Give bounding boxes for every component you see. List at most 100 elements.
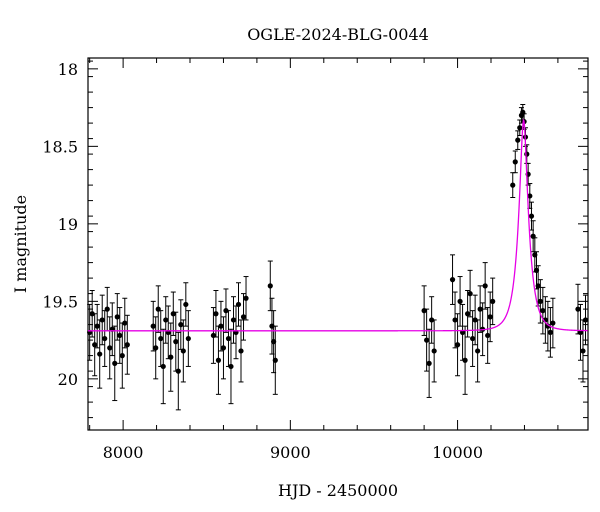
data-point xyxy=(213,290,219,338)
data-marker xyxy=(575,306,581,312)
data-marker xyxy=(235,301,242,308)
data-marker xyxy=(528,213,535,219)
data-point xyxy=(225,310,232,367)
data-point xyxy=(112,325,118,402)
data-marker xyxy=(153,345,159,351)
data-marker xyxy=(99,317,105,323)
data-marker xyxy=(527,193,533,199)
data-point xyxy=(537,279,543,324)
data-point xyxy=(228,328,234,405)
plot-frame xyxy=(87,57,589,431)
data-marker xyxy=(582,317,589,323)
data-point xyxy=(452,291,458,349)
data-marker xyxy=(512,159,518,165)
data-point xyxy=(527,183,533,209)
y-tick-label: 20 xyxy=(58,370,78,389)
x-tick-label: 10000 xyxy=(432,443,483,462)
data-marker xyxy=(223,308,229,314)
data-point xyxy=(472,294,478,346)
data-marker xyxy=(272,357,278,363)
data-marker xyxy=(431,348,437,354)
data-point xyxy=(218,300,224,352)
data-point xyxy=(467,269,473,318)
data-marker xyxy=(464,311,471,317)
data-point xyxy=(240,293,247,341)
data-marker xyxy=(220,345,227,351)
y-tick-label: 18.5 xyxy=(42,137,78,156)
data-marker xyxy=(470,335,476,342)
data-point xyxy=(215,325,222,395)
x-axis-label: HJD - 2450000 xyxy=(278,481,398,500)
data-point xyxy=(547,307,553,358)
data-point xyxy=(150,300,156,352)
data-marker xyxy=(112,360,118,366)
data-point xyxy=(114,293,120,341)
data-point xyxy=(530,220,536,253)
x-tick-label: 9000 xyxy=(270,443,311,462)
y-tick-label: 19 xyxy=(58,215,78,234)
data-point xyxy=(238,319,244,383)
data-marker xyxy=(102,335,108,342)
data-marker xyxy=(550,320,556,326)
data-point xyxy=(517,119,523,136)
data-point xyxy=(464,290,471,338)
data-point xyxy=(230,296,237,344)
data-marker xyxy=(482,283,488,289)
data-point xyxy=(449,254,456,305)
data-marker xyxy=(160,363,166,370)
data-point xyxy=(477,285,483,333)
data-point xyxy=(424,308,430,372)
data-point xyxy=(92,313,98,377)
data-marker xyxy=(477,306,483,312)
data-point xyxy=(490,277,496,326)
data-marker xyxy=(114,314,120,320)
data-point xyxy=(173,311,179,372)
data-marker xyxy=(178,322,184,328)
data-point xyxy=(540,286,546,335)
data-marker xyxy=(515,137,521,143)
data-marker xyxy=(228,363,234,370)
data-points xyxy=(87,104,589,411)
data-point xyxy=(107,316,113,380)
data-point xyxy=(426,328,432,398)
data-point xyxy=(160,328,166,405)
data-point xyxy=(582,294,589,346)
data-marker xyxy=(240,314,247,320)
data-point xyxy=(180,319,186,383)
data-point xyxy=(122,297,128,349)
data-marker xyxy=(517,125,523,131)
data-marker xyxy=(238,348,244,354)
data-marker xyxy=(124,342,130,348)
data-marker xyxy=(485,332,491,339)
data-marker xyxy=(104,306,110,312)
data-point xyxy=(183,282,189,327)
data-marker xyxy=(122,320,128,326)
data-marker xyxy=(449,277,456,283)
data-point xyxy=(175,331,181,411)
data-marker xyxy=(107,345,113,351)
data-marker xyxy=(92,342,98,348)
data-marker xyxy=(89,311,95,317)
data-point xyxy=(487,291,493,343)
data-marker xyxy=(429,317,435,323)
data-marker xyxy=(163,317,169,323)
data-point xyxy=(170,291,176,336)
data-marker xyxy=(117,332,123,339)
data-marker xyxy=(454,342,461,348)
data-point xyxy=(233,305,239,360)
data-marker xyxy=(452,317,458,323)
data-point xyxy=(119,322,125,389)
data-point xyxy=(462,325,468,395)
data-point xyxy=(515,130,521,150)
data-point xyxy=(429,296,435,344)
data-marker xyxy=(457,298,463,304)
data-point xyxy=(457,276,463,327)
data-marker xyxy=(213,311,219,317)
data-point xyxy=(163,296,169,344)
data-marker xyxy=(173,339,179,345)
data-marker xyxy=(472,317,478,323)
data-marker xyxy=(547,329,553,335)
data-point xyxy=(510,172,516,198)
data-marker xyxy=(225,335,232,342)
